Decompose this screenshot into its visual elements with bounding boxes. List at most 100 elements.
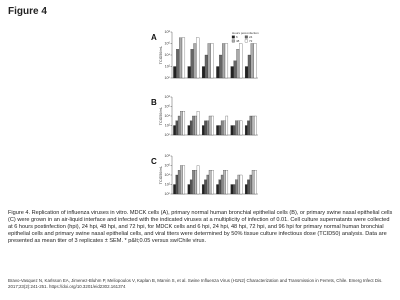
bar	[208, 170, 212, 195]
legend-label: 48	[236, 39, 240, 43]
bar	[247, 54, 251, 79]
y-tick-label: 10⁸	[164, 95, 170, 99]
y-axis-label: TCID50/mL	[159, 166, 163, 184]
bar	[216, 66, 220, 79]
bar	[223, 120, 226, 136]
bar	[219, 54, 223, 79]
legend-label: 72	[249, 39, 253, 43]
legend-swatch	[231, 35, 235, 39]
bar	[173, 184, 176, 195]
bar	[235, 120, 238, 136]
bar	[254, 170, 257, 195]
bar	[201, 184, 205, 195]
bar	[175, 120, 179, 136]
panel-label: A	[151, 33, 157, 42]
bar	[192, 115, 195, 136]
bar	[182, 111, 186, 136]
bar	[251, 170, 255, 195]
legend-label: 24	[249, 35, 253, 39]
bar	[207, 43, 211, 79]
y-tick-label: 10⁰	[165, 133, 171, 137]
bar	[237, 174, 241, 195]
bar	[216, 184, 219, 195]
y-tick-label: 10⁶	[165, 104, 171, 108]
bar	[233, 60, 237, 79]
bar	[230, 184, 234, 195]
bar	[230, 66, 234, 79]
y-tick-label: 10⁶	[165, 163, 171, 167]
bar	[239, 120, 243, 136]
bar	[204, 120, 207, 136]
caption: Figure 4. Replication of influenza virus…	[8, 210, 393, 245]
bar	[208, 115, 212, 136]
bar	[189, 120, 193, 136]
y-tick-label: 10⁴	[164, 173, 170, 177]
bar	[235, 179, 238, 195]
bar	[176, 49, 180, 79]
bar	[173, 66, 177, 79]
bar	[204, 54, 208, 79]
bar	[249, 115, 253, 136]
citation: Bravo-Vasquez N, Karlsson EA, Jimenez-Bl…	[8, 278, 383, 289]
bar	[180, 111, 183, 136]
bar	[175, 174, 179, 195]
bar	[194, 170, 198, 195]
y-tick-label: 10⁶	[165, 41, 171, 45]
legend-swatch	[244, 39, 248, 43]
bar	[194, 115, 198, 136]
y-tick-label: 10²	[165, 64, 171, 68]
bar	[201, 125, 205, 136]
bar	[189, 179, 193, 195]
bar	[196, 111, 200, 136]
y-tick-label: 10²	[165, 123, 171, 127]
bar	[244, 184, 248, 195]
bar	[177, 170, 181, 195]
bar	[223, 170, 226, 195]
y-tick-label: 10⁴	[164, 53, 170, 57]
bar	[187, 66, 191, 79]
bar	[220, 120, 224, 136]
bar	[225, 170, 229, 195]
bar	[236, 49, 240, 79]
bar	[206, 120, 210, 136]
bar	[216, 125, 219, 136]
bar	[244, 66, 249, 79]
legend-title: Hours post-infection	[232, 31, 259, 35]
bar	[249, 174, 253, 195]
bar	[180, 165, 183, 195]
bar	[254, 115, 257, 136]
y-axis-label: TCID50/mL	[159, 107, 163, 125]
bar	[239, 174, 243, 195]
bar	[181, 37, 186, 79]
bar	[232, 184, 236, 195]
bar	[206, 174, 210, 195]
bar	[196, 165, 200, 195]
bar	[225, 115, 229, 136]
bar	[237, 120, 241, 136]
bar	[177, 115, 181, 136]
y-tick-label: 10⁸	[164, 30, 170, 34]
bar	[187, 184, 191, 195]
figure-title: Figure 4	[8, 6, 47, 17]
bar	[193, 43, 197, 79]
bar	[187, 125, 191, 136]
bar	[247, 120, 250, 136]
legend-swatch	[231, 39, 235, 43]
y-tick-label: 10⁰	[165, 76, 171, 80]
bar	[253, 43, 257, 79]
y-axis-label: TCID50/mL	[159, 46, 163, 64]
legend-swatch	[244, 35, 248, 39]
bar	[211, 115, 214, 136]
bar	[210, 43, 214, 79]
bar	[247, 179, 250, 195]
bar	[232, 125, 236, 136]
bar	[182, 165, 186, 195]
bar	[190, 49, 194, 79]
bar	[218, 125, 222, 136]
y-tick-label: 10⁰	[165, 192, 171, 196]
bar	[201, 66, 206, 79]
bar	[204, 179, 207, 195]
panel-label: C	[151, 157, 157, 166]
